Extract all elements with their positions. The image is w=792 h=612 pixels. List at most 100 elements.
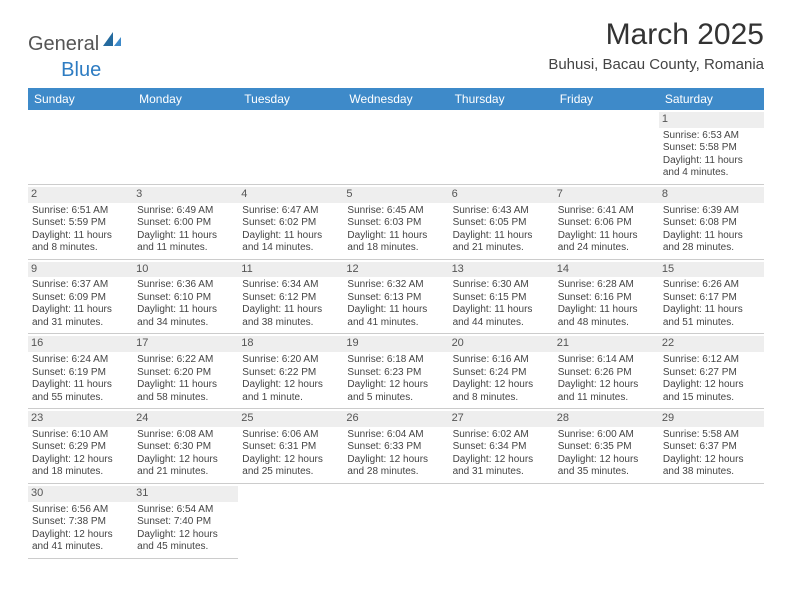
daylight-text: Daylight: 12 hours and 35 minutes. — [558, 454, 655, 479]
sunrise-text: Sunrise: 6:24 AM — [32, 354, 129, 367]
calendar-cell: 28Sunrise: 6:00 AMSunset: 6:35 PMDayligh… — [554, 409, 659, 484]
calendar-cell — [659, 483, 764, 558]
daylight-text: Daylight: 11 hours and 58 minutes. — [137, 379, 234, 404]
calendar-cell: 25 Sunrise: 6:06 AMSunset: 6:31 PMDayligh… — [238, 409, 343, 484]
sunset-text: Sunset: 6:03 PM — [347, 217, 444, 230]
sunrise-text: Sunrise: 6:22 AM — [137, 354, 234, 367]
day-number: 30 — [28, 486, 133, 502]
sunrise-text: Sunrise: 6:39 AM — [663, 205, 760, 218]
sunrise-text: Sunrise: 6:10 AM — [32, 429, 129, 442]
sunrise-text: Sunrise: 6:36 AM — [137, 279, 234, 292]
sunset-text: Sunset: 6:37 PM — [663, 441, 760, 454]
day-number: 19 — [343, 336, 448, 352]
calendar-cell: 7Sunrise: 6:41 AMSunset: 6:06 PMDaylight… — [554, 184, 659, 259]
day-number: 8 — [659, 187, 764, 203]
daylight-text: Daylight: 11 hours and 18 minutes. — [347, 230, 444, 255]
day-number: 6 — [449, 187, 554, 203]
day-number: 15 — [659, 262, 764, 278]
calendar-cell — [133, 110, 238, 184]
day-number: 20 — [449, 336, 554, 352]
daylight-text: Daylight: 11 hours and 41 minutes. — [347, 304, 444, 329]
daylight-text: Daylight: 11 hours and 48 minutes. — [558, 304, 655, 329]
sunrise-text: Sunrise: 6:08 AM — [137, 429, 234, 442]
sunrise-text: Sunrise: 6:45 AM — [347, 205, 444, 218]
sunset-text: Sunset: 6:24 PM — [453, 367, 550, 380]
sunset-text: Sunset: 5:59 PM — [32, 217, 129, 230]
day-number: 21 — [554, 336, 659, 352]
calendar-cell — [238, 483, 343, 558]
calendar-cell: 29Sunrise: 5:58 AMSunset: 6:37 PMDayligh… — [659, 409, 764, 484]
day-number: 18 — [238, 336, 343, 352]
calendar-cell: 22Sunrise: 6:12 AMSunset: 6:27 PMDayligh… — [659, 334, 764, 409]
calendar-cell: 3Sunrise: 6:49 AMSunset: 6:00 PMDaylight… — [133, 184, 238, 259]
sunrise-text: Sunrise: 6:12 AM — [663, 354, 760, 367]
calendar-cell: 2Sunrise: 6:51 AMSunset: 5:59 PMDaylight… — [28, 184, 133, 259]
sunset-text: Sunset: 6:31 PM — [242, 441, 339, 454]
day-number: 1 — [659, 112, 764, 128]
sunset-text: Sunset: 6:22 PM — [242, 367, 339, 380]
sunset-text: Sunset: 6:26 PM — [558, 367, 655, 380]
calendar-cell: 20Sunrise: 6:16 AMSunset: 6:24 PMDayligh… — [449, 334, 554, 409]
calendar-table: SundayMondayTuesdayWednesdayThursdayFrid… — [28, 88, 764, 559]
logo: General — [28, 30, 123, 58]
daylight-text: Daylight: 12 hours and 11 minutes. — [558, 379, 655, 404]
sunset-text: Sunset: 6:05 PM — [453, 217, 550, 230]
daylight-text: Daylight: 11 hours and 4 minutes. — [663, 155, 760, 180]
day-header: Wednesday — [343, 88, 448, 110]
calendar-cell: 15Sunrise: 6:26 AMSunset: 6:17 PMDayligh… — [659, 259, 764, 334]
sunrise-text: Sunrise: 6:28 AM — [558, 279, 655, 292]
calendar-week: 30Sunrise: 6:56 AMSunset: 7:38 PMDayligh… — [28, 483, 764, 558]
calendar-cell: 26Sunrise: 6:04 AMSunset: 6:33 PMDayligh… — [343, 409, 448, 484]
calendar-cell: 11Sunrise: 6:34 AMSunset: 6:12 PMDayligh… — [238, 259, 343, 334]
sunrise-text: Sunrise: 6:04 AM — [347, 429, 444, 442]
sunset-text: Sunset: 6:08 PM — [663, 217, 760, 230]
calendar-cell — [554, 483, 659, 558]
sunrise-text: Sunrise: 6:51 AM — [32, 205, 129, 218]
sunset-text: Sunset: 6:15 PM — [453, 292, 550, 305]
calendar-page: General March 2025 Buhusi, Bacau County,… — [0, 0, 792, 577]
sunrise-text: Sunrise: 6:41 AM — [558, 205, 655, 218]
calendar-cell: 8Sunrise: 6:39 AMSunset: 6:08 PMDaylight… — [659, 184, 764, 259]
daylight-text: Daylight: 11 hours and 51 minutes. — [663, 304, 760, 329]
day-number: 26 — [343, 411, 448, 427]
sunrise-text: Sunrise: 6:30 AM — [453, 279, 550, 292]
day-number: 13 — [449, 262, 554, 278]
day-number: 3 — [133, 187, 238, 203]
sunrise-text: Sunrise: 6:14 AM — [558, 354, 655, 367]
sunrise-text: Sunrise: 5:58 AM — [663, 429, 760, 442]
sunset-text: Sunset: 6:23 PM — [347, 367, 444, 380]
calendar-cell — [238, 110, 343, 184]
calendar-cell: 5 Sunrise: 6:45 AMSunset: 6:03 PMDaylight… — [343, 184, 448, 259]
day-number: 25 — [238, 411, 343, 427]
sunset-text: Sunset: 6:27 PM — [663, 367, 760, 380]
sunset-text: Sunset: 6:33 PM — [347, 441, 444, 454]
daylight-text: Daylight: 11 hours and 38 minutes. — [242, 304, 339, 329]
sunset-text: Sunset: 6:12 PM — [242, 292, 339, 305]
sunset-text: Sunset: 6:34 PM — [453, 441, 550, 454]
sunset-text: Sunset: 7:40 PM — [137, 516, 234, 529]
daylight-text: Daylight: 12 hours and 31 minutes. — [453, 454, 550, 479]
sunrise-text: Sunrise: 6:06 AM — [242, 429, 339, 442]
sunrise-text: Sunrise: 6:20 AM — [242, 354, 339, 367]
calendar-cell — [343, 110, 448, 184]
sunset-text: Sunset: 6:10 PM — [137, 292, 234, 305]
day-number: 5 — [343, 187, 448, 203]
daylight-text: Daylight: 12 hours and 38 minutes. — [663, 454, 760, 479]
calendar-cell: 24Sunrise: 6:08 AMSunset: 6:30 PMDayligh… — [133, 409, 238, 484]
calendar-week: 23Sunrise: 6:10 AMSunset: 6:29 PMDayligh… — [28, 409, 764, 484]
calendar-cell — [554, 110, 659, 184]
daylight-text: Daylight: 12 hours and 8 minutes. — [453, 379, 550, 404]
month-title: March 2025 — [548, 18, 764, 52]
sunset-text: Sunset: 6:00 PM — [137, 217, 234, 230]
calendar-week: 16Sunrise: 6:24 AMSunset: 6:19 PMDayligh… — [28, 334, 764, 409]
day-number: 12 — [343, 262, 448, 278]
daylight-text: Daylight: 11 hours and 24 minutes. — [558, 230, 655, 255]
daylight-text: Daylight: 12 hours and 25 minutes. — [242, 454, 339, 479]
calendar-cell: 31Sunrise: 6:54 AMSunset: 7:40 PMDayligh… — [133, 483, 238, 558]
sunset-text: Sunset: 7:38 PM — [32, 516, 129, 529]
daylight-text: Daylight: 12 hours and 5 minutes. — [347, 379, 444, 404]
calendar-cell: 12Sunrise: 6:32 AMSunset: 6:13 PMDayligh… — [343, 259, 448, 334]
calendar-cell: 23Sunrise: 6:10 AMSunset: 6:29 PMDayligh… — [28, 409, 133, 484]
daylight-text: Daylight: 12 hours and 1 minute. — [242, 379, 339, 404]
calendar-cell: 27Sunrise: 6:02 AMSunset: 6:34 PMDayligh… — [449, 409, 554, 484]
